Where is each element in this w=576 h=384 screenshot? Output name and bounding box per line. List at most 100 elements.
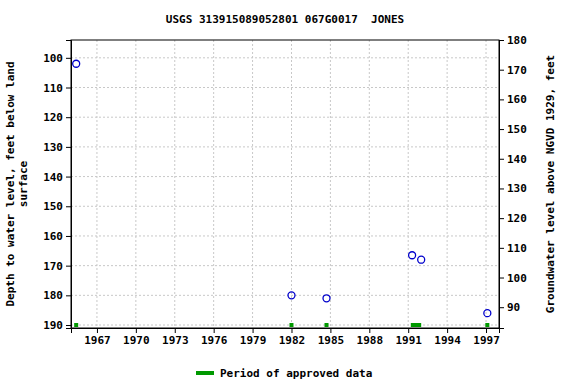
tick-mark (66, 266, 71, 267)
x-tick: 1973 (162, 328, 189, 347)
y2-tick: 120 (499, 212, 527, 225)
tick-label: 130 (43, 141, 63, 154)
grid-line-x (447, 40, 448, 328)
tick-mark (291, 328, 292, 333)
tick-label: 140 (43, 171, 63, 184)
tick-mark (499, 188, 504, 189)
y2-tick: 130 (499, 182, 527, 195)
tick-label: 1979 (240, 334, 266, 347)
plot-frame (71, 40, 499, 328)
tick-label: 1991 (395, 334, 422, 347)
tick-label: 170 (507, 64, 527, 77)
tick-mark (369, 328, 370, 333)
tick-label: 190 (43, 319, 63, 332)
tick-mark (136, 328, 137, 333)
y-tick: 140 (43, 171, 71, 184)
tick-label: 1994 (434, 334, 461, 347)
grid-line-x (486, 40, 487, 328)
y-axis: 100110120130140150160170180190 (43, 41, 71, 333)
y-tick: 160 (43, 230, 71, 243)
tick-mark (499, 70, 504, 71)
approved-period (289, 323, 293, 327)
tick-mark (66, 177, 71, 178)
x-tick: 1994 (434, 328, 461, 347)
axis-line (72, 329, 500, 334)
grid (71, 40, 499, 328)
grid-line-y (71, 235, 499, 236)
tick-label: 150 (507, 123, 527, 136)
y2-tick: 90 (499, 301, 520, 314)
x-tick: 1985 (318, 328, 345, 347)
tick-label: 130 (507, 182, 527, 195)
data-point (288, 292, 295, 299)
tick-mark (66, 206, 71, 207)
tick-label: 100 (43, 52, 63, 65)
grid-line-x (252, 40, 253, 328)
tick-mark (499, 159, 504, 160)
grid-line-y (71, 325, 499, 326)
tick-label: 160 (43, 230, 63, 243)
approved-period (411, 323, 421, 327)
y-tick: 120 (43, 111, 71, 124)
y-tick: 180 (43, 289, 71, 302)
axis-line (500, 41, 505, 329)
approved-period (325, 323, 329, 327)
tick-mark (499, 278, 504, 279)
y2-tick: 140 (499, 153, 527, 166)
tick-label: 1982 (279, 334, 306, 347)
tick-label: 150 (43, 200, 63, 213)
data-point (409, 252, 416, 259)
x-tick: 1970 (123, 328, 150, 347)
x-axis: 1967 1970 1973 1976 1979 1982 1985 1988 1991 1994… (72, 328, 500, 347)
grid-line-x (174, 40, 175, 328)
tick-mark (66, 325, 71, 326)
tick-mark (408, 328, 409, 333)
tick-label: 170 (43, 260, 63, 273)
tick-mark (499, 99, 504, 100)
tick-label: 1997 (473, 334, 500, 347)
grid-line-y (71, 176, 499, 177)
x-tick: 1997 (473, 328, 500, 347)
grid-line-x (96, 40, 97, 328)
tick-label: 120 (43, 111, 63, 124)
legend: Period of approved data (196, 367, 372, 380)
tick-mark (499, 40, 504, 41)
tick-mark (499, 129, 504, 130)
y2-tick: 150 (499, 123, 527, 136)
legend-label: Period of approved data (220, 367, 372, 380)
tick-mark (66, 236, 71, 237)
grid-line-x (408, 40, 409, 328)
tick-label: 100 (507, 272, 527, 285)
data-point (418, 256, 425, 263)
x-tick: 1967 (84, 328, 111, 347)
tick-label: 1976 (201, 334, 228, 347)
grid-line-x (213, 40, 214, 328)
grid-line-y (71, 117, 499, 118)
approved-period (485, 323, 489, 327)
tick-mark (499, 307, 504, 308)
tick-label: 120 (507, 212, 527, 225)
data-point (323, 295, 330, 302)
x-tick: 1976 (201, 328, 228, 347)
tick-label: 1973 (162, 334, 189, 347)
tick-label: 160 (507, 93, 527, 106)
grid-line-y (71, 295, 499, 296)
legend-swatch (196, 371, 214, 375)
grid-line-x (291, 40, 292, 328)
x-tick: 1988 (357, 328, 384, 347)
tick-mark (66, 58, 71, 59)
y2-tick: 100 (499, 272, 527, 285)
tick-mark (66, 295, 71, 296)
tick-mark (97, 328, 98, 333)
y-tick: 190 (43, 319, 71, 332)
tick-label: 1970 (123, 334, 150, 347)
grid-line-y (71, 206, 499, 207)
y2-tick: 110 (499, 242, 527, 255)
tick-label: 1988 (357, 334, 384, 347)
y2-axis: 90100110120130140150160170180 (499, 34, 527, 328)
grid-line-y (71, 57, 499, 58)
tick-mark (214, 328, 215, 333)
y-axis-title-line: surface (17, 160, 30, 207)
y-tick: 170 (43, 260, 71, 273)
y2-tick: 160 (499, 93, 527, 106)
